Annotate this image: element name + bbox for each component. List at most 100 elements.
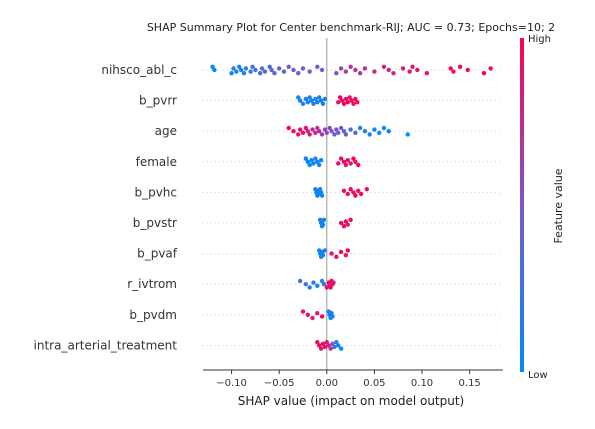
shap-point xyxy=(330,341,335,346)
shap-point xyxy=(345,191,350,197)
shap-point xyxy=(386,67,391,73)
shap-point xyxy=(307,95,312,100)
shap-point xyxy=(343,69,349,74)
shap-point xyxy=(322,127,328,132)
shap-point xyxy=(276,66,282,71)
shap-point xyxy=(338,346,344,351)
shap-point xyxy=(300,130,306,135)
shap-point xyxy=(356,162,361,168)
shap-point xyxy=(229,71,234,76)
shap-point xyxy=(353,159,358,164)
shap-point xyxy=(341,159,347,164)
shap-point xyxy=(348,217,353,222)
shap-point xyxy=(345,248,350,253)
shap-point xyxy=(320,222,326,227)
shap-point xyxy=(488,66,493,71)
shap-point xyxy=(357,71,363,76)
shap-point xyxy=(334,127,339,132)
shap-point xyxy=(238,67,244,73)
shap-point xyxy=(303,282,309,287)
shap-point xyxy=(353,96,358,102)
shap-point xyxy=(451,69,456,74)
shap-point xyxy=(315,340,320,345)
shap-point xyxy=(407,69,412,74)
shap-point xyxy=(336,130,341,135)
shap-point xyxy=(305,159,310,164)
shap-point xyxy=(331,280,336,285)
shap-point xyxy=(338,156,344,161)
shap-point xyxy=(400,66,406,71)
shap-point xyxy=(303,125,309,131)
x-axis-ticks: −0.10 −0.05 0.00 0.05 0.10 0.15 xyxy=(216,370,481,389)
colorbar-title: Feature value xyxy=(552,168,565,243)
shap-point xyxy=(351,190,356,195)
shap-point xyxy=(343,162,349,168)
shap-point xyxy=(313,130,318,135)
shap-point xyxy=(307,162,312,168)
shap-point xyxy=(257,71,263,76)
shap-point xyxy=(319,132,325,137)
shap-point xyxy=(250,64,255,70)
shap-point xyxy=(343,253,349,258)
shap-point xyxy=(376,130,382,135)
shap-point xyxy=(316,95,322,100)
shap-point xyxy=(357,125,363,131)
shap-point xyxy=(272,71,277,76)
feature-label: b_pvdm xyxy=(129,308,177,322)
shap-point xyxy=(297,127,303,132)
shap-point xyxy=(315,64,320,70)
shap-point xyxy=(372,69,377,74)
shap-point xyxy=(345,100,350,105)
shap-point xyxy=(353,130,358,135)
shap-point xyxy=(336,100,341,105)
shap-point xyxy=(353,193,358,198)
x-tick-label: 0.10 xyxy=(411,378,433,389)
shap-point xyxy=(324,130,330,135)
shap-point xyxy=(381,125,387,131)
shap-point xyxy=(324,340,330,345)
shap-point xyxy=(303,96,309,102)
chart-title: SHAP Summary Plot for Center benchmark-R… xyxy=(147,21,555,34)
shap-point xyxy=(481,71,487,76)
colorbar xyxy=(520,38,524,372)
shap-point xyxy=(341,101,347,107)
shap-point xyxy=(310,315,315,321)
shap-point xyxy=(319,67,325,73)
shap-point xyxy=(241,71,247,76)
x-tick-label: 0.05 xyxy=(363,378,385,389)
shap-point xyxy=(424,71,430,76)
shap-point xyxy=(329,129,334,134)
shap-point xyxy=(334,71,339,76)
shap-point xyxy=(313,96,318,102)
shap-point xyxy=(367,132,372,137)
shap-point xyxy=(343,96,349,102)
shap-point xyxy=(297,278,303,284)
shap-point xyxy=(362,66,368,71)
shap-point xyxy=(305,312,310,317)
shap-point xyxy=(210,64,215,70)
shap-point xyxy=(307,69,312,74)
shap-point xyxy=(212,67,217,73)
shap-point xyxy=(405,132,410,137)
shap-point xyxy=(326,343,331,348)
shap-point xyxy=(348,187,353,192)
shap-point xyxy=(339,98,345,103)
shap-point xyxy=(300,309,306,314)
shap-point xyxy=(248,69,253,74)
feature-label: age xyxy=(155,124,177,138)
shap-point xyxy=(337,95,343,100)
shap-point xyxy=(322,248,328,253)
feature-label: female xyxy=(136,155,177,169)
shap-point xyxy=(328,346,333,351)
shap-point xyxy=(313,156,318,161)
shap-point xyxy=(236,64,242,70)
shap-point xyxy=(351,156,356,161)
shap-point xyxy=(347,95,352,100)
shap-point xyxy=(311,101,316,107)
shap-point xyxy=(332,132,337,137)
shap-point xyxy=(286,64,291,70)
shap-point xyxy=(291,67,296,73)
shap-point xyxy=(327,125,332,131)
